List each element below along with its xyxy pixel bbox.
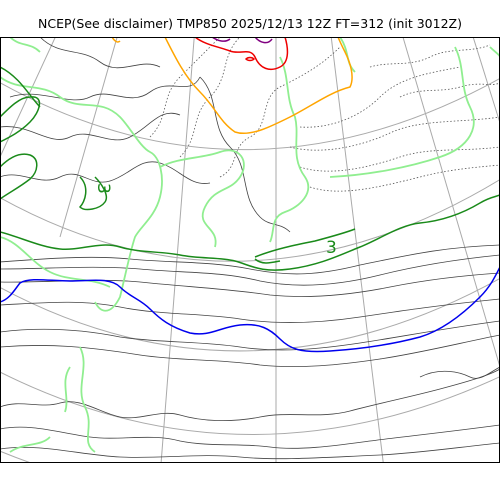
map-title: NCEP(See disclaimer) TMP850 2025/12/13 1… — [38, 16, 462, 31]
contour-label-west: 3 — [93, 183, 113, 194]
contour-label-center: 3 — [326, 238, 337, 258]
weather-map: 3 3 — [0, 37, 500, 463]
temperature-contours-dotted — [149, 37, 500, 192]
purple-contour-small — [254, 37, 273, 44]
red-contour-small — [244, 56, 256, 62]
temperature-contours-dark-green — [0, 66, 500, 271]
red-contour — [194, 37, 289, 70]
orange-contour-small — [111, 37, 121, 43]
zero-degree-contour — [0, 266, 500, 353]
graticule-parallels — [0, 77, 500, 463]
graticule-meridians — [0, 37, 500, 463]
orange-contour — [164, 37, 353, 134]
